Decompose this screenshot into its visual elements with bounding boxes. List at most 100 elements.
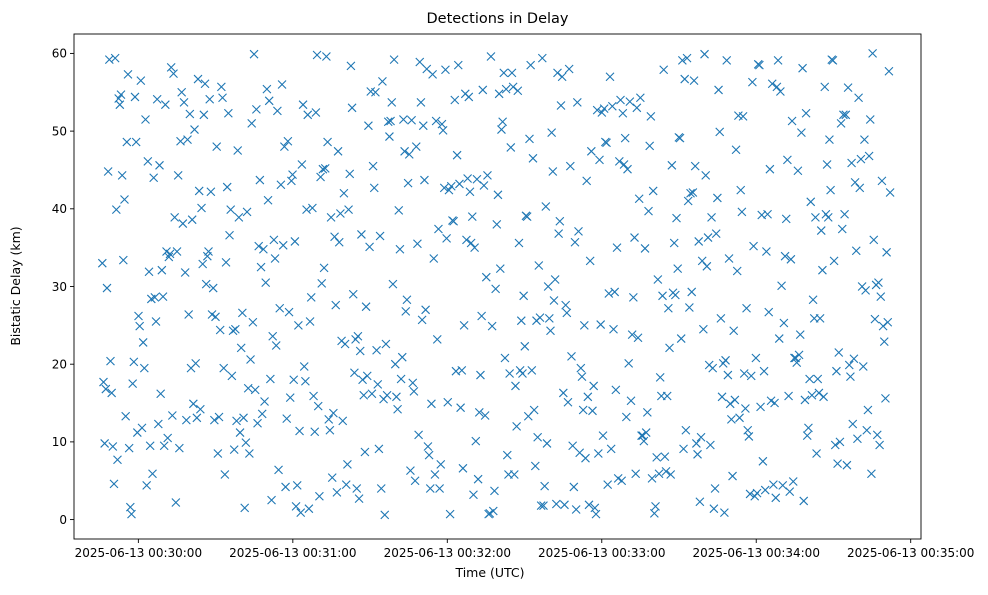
data-point [625,97,635,106]
data-point [593,449,603,458]
data-point [372,345,381,355]
data-point [473,474,483,484]
data-point [373,380,383,389]
data-point [739,369,749,378]
data-point [836,118,846,128]
data-point [165,249,175,259]
data-point [490,486,499,496]
data-point [628,292,638,302]
data-point [688,188,698,197]
data-point [765,164,775,174]
data-point [572,97,582,107]
data-point [695,497,705,507]
data-point [776,87,785,96]
data-point [421,305,430,315]
data-point [295,426,304,436]
y-tick-label: 40 [52,202,67,216]
data-point [364,121,373,131]
data-point [350,368,359,378]
data-point [874,278,883,288]
data-point [173,171,183,180]
data-point [247,118,257,128]
data-point [213,449,223,458]
data-point [771,493,781,503]
data-point [557,72,567,82]
data-point [477,311,487,321]
data-point [763,209,772,219]
data-point [339,188,349,198]
data-point [149,173,159,183]
data-point [635,93,645,103]
data-point [683,196,693,206]
data-point [513,86,523,96]
data-point [343,460,352,469]
data-point [201,279,211,289]
data-point [509,470,519,479]
data-point [150,292,160,302]
data-point [612,243,622,253]
data-point [546,326,555,336]
data-point [661,467,671,476]
data-point [794,350,804,360]
data-point [767,79,777,89]
data-point [644,206,653,216]
data-point [672,213,681,223]
data-point [296,508,306,517]
data-point [374,444,384,454]
data-point [258,244,268,254]
data-point [604,289,614,298]
data-point [180,268,190,277]
data-point [369,183,379,193]
data-point [788,477,798,486]
data-point [701,171,711,180]
data-point [500,353,510,363]
data-point [410,476,420,486]
data-point [591,509,601,519]
data-point [603,480,613,490]
data-point [536,501,546,510]
data-point [331,300,341,310]
data-point [680,74,690,84]
data-point [353,331,363,341]
data-point [507,68,517,78]
x-tick-label: 2025-06-13 00:31:00 [229,546,356,560]
data-point [577,372,587,382]
y-axis-label: Bistatic Delay (km) [8,226,23,345]
data-point [478,85,488,95]
data-point [264,96,274,106]
data-point [837,224,847,234]
data-point [184,310,194,319]
data-point [148,469,157,479]
data-point [855,183,865,193]
data-point [844,360,854,370]
data-point [174,443,184,453]
data-point [438,125,448,135]
y-tick-label: 60 [52,47,67,61]
data-point [648,186,658,196]
data-point [853,434,862,444]
data-point [632,103,642,113]
data-point [539,501,548,510]
data-point [230,324,240,334]
data-point [406,466,415,476]
data-point [102,283,112,293]
data-point [737,207,747,217]
data-point [226,205,236,214]
data-point [498,117,508,127]
data-point [191,359,201,368]
data-point [248,317,258,327]
data-point [347,103,357,113]
data-point [537,53,547,63]
data-point [541,202,551,211]
data-point [283,136,293,146]
data-point [730,395,740,405]
data-point [745,489,755,499]
data-point [267,495,276,505]
data-point [525,134,534,144]
data-point [304,504,314,514]
data-point [381,339,391,349]
data-point [784,391,793,401]
data-point [814,388,824,398]
data-point [659,65,669,75]
data-point [497,125,506,134]
